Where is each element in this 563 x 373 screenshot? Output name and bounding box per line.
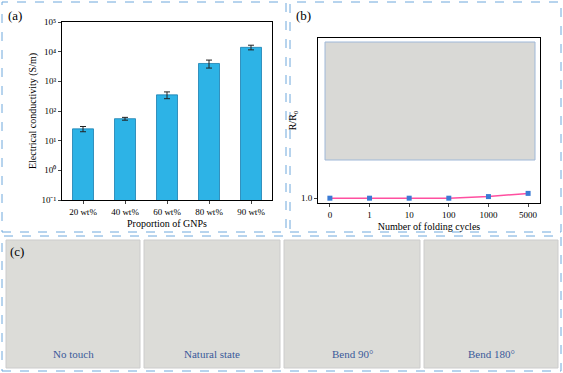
svg-text:Bend 90°: Bend 90°	[332, 348, 373, 360]
svg-text:10³: 10³	[44, 76, 56, 86]
svg-text:Electrical conductivity (S/m): Electrical conductivity (S/m)	[27, 53, 39, 169]
svg-text:(a): (a)	[8, 8, 22, 23]
svg-text:100: 100	[442, 210, 456, 220]
svg-text:0: 0	[328, 210, 333, 220]
svg-text:10²: 10²	[44, 106, 56, 116]
svg-text:1.0: 1.0	[301, 193, 313, 203]
svg-text:10⁴: 10⁴	[44, 47, 56, 57]
svg-text:R/R₀: R/R₀	[287, 110, 298, 130]
svg-text:10⁰: 10⁰	[44, 165, 56, 175]
svg-text:1000: 1000	[479, 210, 498, 220]
svg-text:5000: 5000	[519, 210, 538, 220]
svg-text:No touch: No touch	[53, 348, 94, 360]
svg-text:Proportion of GNPs: Proportion of GNPs	[127, 218, 207, 229]
svg-text:10¹: 10¹	[44, 136, 56, 146]
svg-text:(b): (b)	[296, 8, 311, 23]
svg-text:Number of folding cycles: Number of folding cycles	[378, 221, 481, 232]
svg-text:10⁻¹: 10⁻¹	[41, 195, 56, 205]
svg-text:Natural state: Natural state	[184, 348, 240, 360]
svg-text:40 wt%: 40 wt%	[111, 207, 139, 217]
svg-text:10: 10	[405, 210, 415, 220]
svg-text:20 wt%: 20 wt%	[69, 207, 97, 217]
svg-text:Bend 180°: Bend 180°	[468, 348, 515, 360]
svg-text:(c): (c)	[10, 244, 24, 259]
svg-text:60 wt%: 60 wt%	[153, 207, 181, 217]
svg-text:90 wt%: 90 wt%	[237, 207, 265, 217]
svg-text:1: 1	[367, 210, 372, 220]
svg-text:80 wt%: 80 wt%	[195, 207, 223, 217]
svg-text:10⁵: 10⁵	[44, 17, 56, 27]
